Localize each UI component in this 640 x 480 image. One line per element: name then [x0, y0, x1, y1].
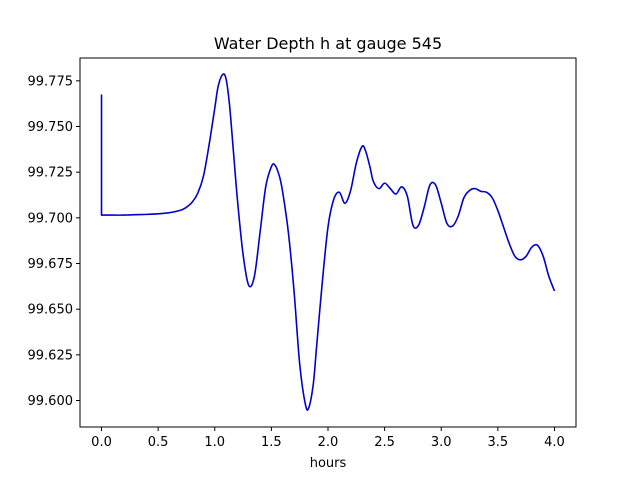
chart-title: Water Depth h at gauge 545 — [214, 34, 442, 53]
x-tick-label: 3.5 — [488, 435, 509, 450]
x-tick-label: 0.0 — [91, 435, 112, 450]
y-tick-label: 99.650 — [28, 303, 74, 318]
y-tick-label: 99.700 — [28, 211, 74, 226]
x-tick-label: 2.0 — [318, 435, 339, 450]
y-tick-label: 99.625 — [28, 348, 74, 363]
y-tick-label: 99.775 — [28, 74, 74, 89]
plot-frame — [79, 57, 577, 428]
x-tick-label: 1.0 — [204, 435, 225, 450]
x-tick-label: 2.5 — [374, 435, 395, 450]
y-axis-ticks: 99.600 99.625 99.650 99.675 99.700 99.725 99.7… — [28, 74, 80, 409]
y-tick-label: 99.725 — [28, 166, 74, 181]
plot-area — [80, 58, 576, 427]
x-axis-label: hours — [310, 456, 347, 471]
y-tick-label: 99.600 — [28, 394, 74, 409]
x-tick-label: 0.5 — [148, 435, 169, 450]
x-tick-label: 3.0 — [431, 435, 452, 450]
series-group — [100, 73, 556, 411]
y-tick-label: 99.750 — [28, 120, 74, 135]
x-axis-ticks: 0.0 0.5 1.0 1.5 2.0 2.5 3.0 3.5 4.0 — [91, 427, 565, 450]
x-tick-label: 4.0 — [544, 435, 565, 450]
water-depth-line — [100, 73, 556, 411]
x-tick-label: 1.5 — [261, 435, 282, 450]
y-tick-label: 99.675 — [28, 257, 74, 272]
